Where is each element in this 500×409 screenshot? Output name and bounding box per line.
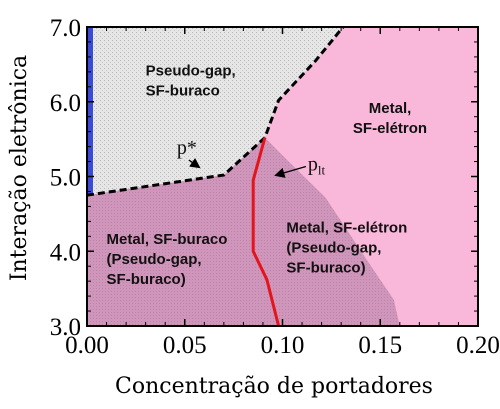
x-tick-label: 0.05 bbox=[163, 332, 207, 359]
label-metal-sf-eletron-line: Metal, bbox=[369, 100, 412, 117]
y-tick-label: 6.0 bbox=[50, 90, 81, 117]
region-metal-sf-eletron-pseudo bbox=[253, 137, 400, 326]
plot-lines bbox=[86, 26, 345, 327]
label-metal-sf-eletron-line: SF-elétron bbox=[353, 120, 427, 137]
p-star-boundary-line bbox=[86, 26, 345, 197]
label-metal-sf-eletron-pseudo-line: (Pseudo-gap, bbox=[286, 240, 381, 257]
y-tick-label: 7.0 bbox=[50, 15, 81, 42]
y-tick-label: 5.0 bbox=[50, 165, 81, 192]
label-metal-sf-eletron: Metal, SF-elétron bbox=[353, 100, 427, 137]
region-pseudo-gap bbox=[87, 27, 344, 196]
label-metal-sf-buraco-line: Metal, SF-buraco bbox=[107, 231, 228, 248]
label-metal-sf-buraco-line: (Pseudo-gap, bbox=[107, 251, 202, 268]
y-tick-label: 3.0 bbox=[50, 314, 81, 341]
x-tick-label: 0.20 bbox=[456, 332, 500, 359]
label-metal-sf-buraco-line: SF-buraco) bbox=[107, 271, 186, 288]
label-metal-sf-eletron-pseudo-line: Metal, SF-elétron bbox=[286, 220, 407, 237]
p-star-annotation: p* bbox=[177, 137, 197, 159]
blue-edge-strip bbox=[88, 27, 93, 196]
x-tick-label: 0.00 bbox=[65, 332, 109, 359]
region-metal-sf-eletron bbox=[264, 27, 478, 326]
x-tick-label: 0.15 bbox=[358, 332, 402, 359]
region-labels: Pseudo-gap, SF-buraco Metal, SF-buraco (Pse… bbox=[107, 63, 428, 288]
y-axis-title: Interação eletrônica bbox=[7, 55, 32, 281]
label-pseudo-gap-line: SF-buraco bbox=[146, 83, 220, 100]
label-pseudo-gap: Pseudo-gap, SF-buraco bbox=[146, 63, 236, 100]
p-lt-annotation-arrow bbox=[274, 165, 307, 178]
x-axis-title: Concentração de portadores bbox=[115, 374, 433, 399]
label-pseudo-gap-line: Pseudo-gap, bbox=[146, 63, 236, 80]
axis-ticks: 0.00 0.05 0.10 0.15 0.20 3.0 4.0 5.0 6.0 7.0 bbox=[50, 15, 500, 359]
p-star-annotation-arrow bbox=[188, 158, 201, 169]
x-tick-label: 0.10 bbox=[261, 332, 305, 359]
p-lt-boundary-line bbox=[251, 137, 281, 327]
label-metal-sf-eletron-pseudo-line: SF-buraco) bbox=[286, 260, 365, 277]
label-metal-sf-buraco: Metal, SF-buraco (Pseudo-gap, SF-buraco) bbox=[107, 231, 228, 288]
region-metal-sf-buraco bbox=[87, 137, 279, 326]
plot-regions bbox=[87, 27, 478, 326]
label-metal-sf-eletron-pseudo: Metal, SF-elétron (Pseudo-gap, SF-buraco) bbox=[286, 220, 407, 277]
p-lt-annotation-subscript: lt bbox=[318, 163, 326, 178]
y-tick-label: 4.0 bbox=[50, 239, 81, 266]
